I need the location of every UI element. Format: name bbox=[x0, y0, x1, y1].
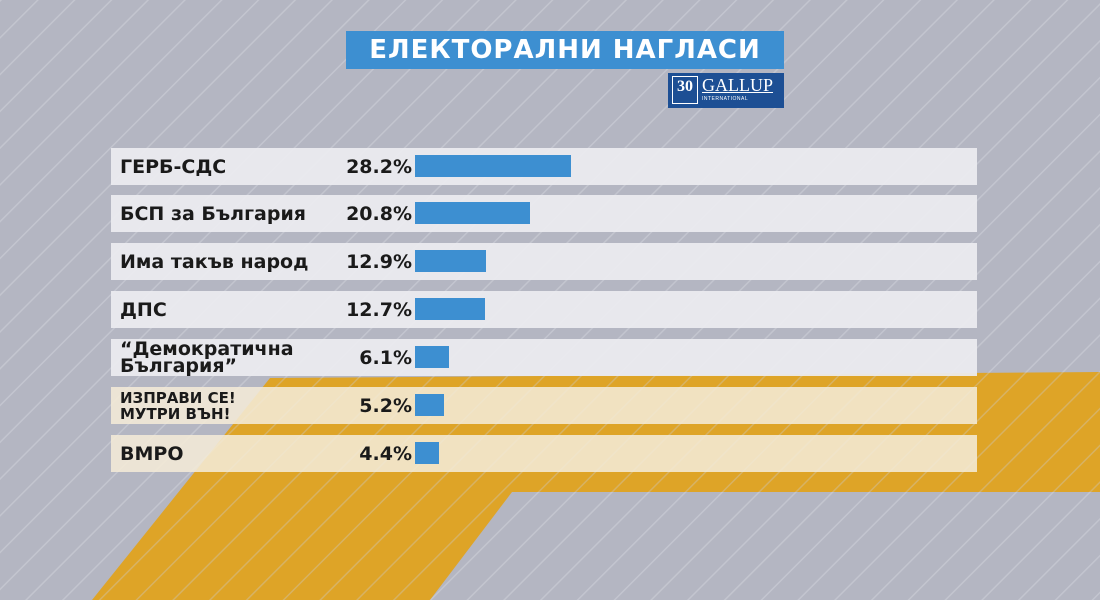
chart-row: ГЕРБ-СДС 28.2% bbox=[111, 148, 977, 185]
category-label: ДПС bbox=[120, 298, 167, 321]
gallup-logo: 30 GALLUP INTERNATIONAL bbox=[668, 73, 784, 108]
data-label: 4.4% bbox=[359, 442, 412, 465]
category-label: ВМРО bbox=[120, 442, 184, 465]
category-label: ГЕРБ-СДС bbox=[120, 155, 227, 178]
bar bbox=[415, 202, 530, 224]
category-label: Има такъв народ bbox=[120, 250, 309, 273]
chart-row: ИЗПРАВИ СЕ! МУТРИ ВЪН! 5.2% bbox=[111, 387, 977, 424]
logo-brand-name: GALLUP bbox=[702, 75, 773, 95]
bar bbox=[415, 250, 486, 272]
category-label: БСП за България bbox=[120, 202, 306, 225]
bar bbox=[415, 346, 449, 368]
data-label: 12.7% bbox=[346, 298, 412, 321]
page-title: ЕЛЕКТОРАЛНИ НАГЛАСИ bbox=[346, 31, 784, 69]
category-label: ИЗПРАВИ СЕ! МУТРИ ВЪН! bbox=[120, 388, 236, 423]
chart-row: БСП за България 20.8% bbox=[111, 195, 977, 232]
data-label: 12.9% bbox=[346, 250, 412, 273]
logo-subtitle: INTERNATIONAL bbox=[702, 96, 749, 102]
bar bbox=[415, 155, 571, 177]
bar bbox=[415, 394, 444, 416]
chart-row: Има такъв народ 12.9% bbox=[111, 243, 977, 280]
data-label: 5.2% bbox=[359, 394, 412, 417]
chart-row: ДПС 12.7% bbox=[111, 291, 977, 328]
data-label: 6.1% bbox=[359, 346, 412, 369]
data-label: 20.8% bbox=[346, 202, 412, 225]
chart-row: “Демократична България” 6.1% bbox=[111, 339, 977, 376]
logo-anniversary-number: 30 bbox=[672, 76, 698, 104]
bar bbox=[415, 442, 439, 464]
chart-row: ВМРО 4.4% bbox=[111, 435, 977, 472]
data-label: 28.2% bbox=[346, 155, 412, 178]
category-label: “Демократична България” bbox=[120, 337, 294, 377]
bar bbox=[415, 298, 485, 320]
